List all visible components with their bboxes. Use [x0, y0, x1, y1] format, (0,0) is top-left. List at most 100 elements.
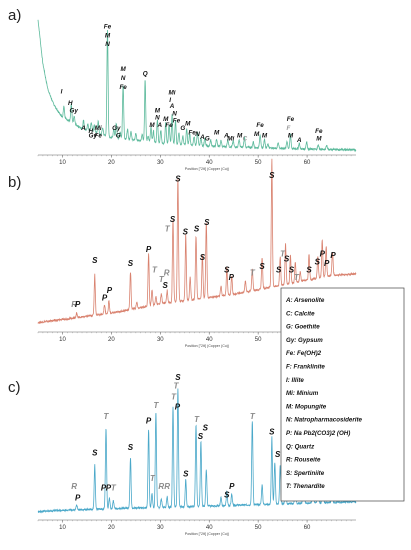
peak-label: S [269, 428, 275, 437]
peak-label: S [224, 265, 230, 274]
peak-label: Mi [227, 135, 234, 142]
peak-label: S [269, 171, 275, 180]
peak-label: N [155, 115, 160, 122]
peak-label: S [163, 281, 169, 290]
peak-label: T [150, 474, 156, 483]
peak-label: S [92, 256, 98, 265]
x-tick-label: 50 [255, 525, 262, 531]
x-tick-label: 20 [108, 337, 115, 343]
peak-label: P [320, 250, 326, 259]
peak-label: G [116, 132, 121, 139]
peak-label: T [294, 273, 300, 282]
legend-entry: Gy: Gypsum [286, 337, 323, 344]
peak-label: S [183, 470, 189, 479]
peak-label: S [128, 259, 134, 268]
x-tick-label: 20 [108, 160, 115, 166]
x-tick-label: 40 [206, 525, 213, 531]
peak-label: T [104, 412, 110, 421]
peak-label: N [172, 110, 177, 117]
peak-label: N [121, 75, 126, 82]
peak-label: R [71, 482, 77, 491]
peak-label: S [284, 254, 290, 263]
x-tick-label: 40 [206, 337, 213, 343]
x-tick-label: 40 [206, 160, 213, 166]
peak-label: S [306, 265, 312, 274]
peak-label: A [223, 132, 229, 139]
legend-entry: N: Natropharmacosiderite [286, 417, 363, 424]
peak-label: T [250, 268, 256, 277]
panel-letter: b) [8, 174, 21, 191]
peak-label: P [146, 416, 152, 425]
peak-label: Fe [165, 122, 173, 129]
x-tick-label: 10 [59, 337, 66, 343]
peak-label: A [199, 134, 205, 141]
peak-label: M [121, 66, 127, 73]
peak-label: I [169, 97, 171, 104]
legend: A: Arsenolite C: Calcite G: Goethite Gy: Gy… [280, 287, 405, 502]
peak-label: G [180, 125, 185, 132]
peak-label: S [92, 449, 98, 458]
peak-label: P [229, 273, 235, 282]
peak-label: R [164, 268, 170, 277]
panel-letter: c) [8, 379, 21, 396]
peak-label: A [169, 103, 175, 110]
peak-label: P [146, 245, 152, 254]
legend-entry: Mi: Minium [286, 390, 319, 397]
peak-label: M [185, 121, 191, 128]
peak-label: Mi [95, 125, 102, 132]
peak-label: T [280, 250, 286, 259]
peak-label: C [243, 135, 248, 142]
peak-label: N [195, 131, 200, 138]
peak-label: S [175, 174, 181, 183]
peak-label: T [111, 484, 117, 493]
peak-label: T [165, 225, 171, 234]
peak-label: M [163, 116, 169, 123]
legend-entry: Fe: Fe(OH)2 [286, 350, 322, 357]
peak-label: P [106, 484, 112, 493]
peak-label: S [194, 225, 200, 234]
peak-label: S [259, 262, 265, 271]
peak-label: S [128, 443, 134, 452]
x-tick-label: 50 [255, 160, 262, 166]
peak-label: R [158, 482, 164, 491]
legend-entry: C: Calcite [286, 310, 315, 317]
peak-label: R [71, 300, 77, 309]
legend-entry: R: Rouseite [286, 457, 321, 464]
peak-label: S [175, 373, 181, 382]
peak-label: P [107, 286, 113, 295]
legend-entry: I: Illite [286, 377, 304, 384]
peak-label: P [101, 484, 107, 493]
x-tick-label: 60 [304, 160, 311, 166]
peak-label: M [155, 107, 161, 114]
x-tick-label: 20 [108, 525, 115, 531]
xrd-panel-1: a) 10 20 30 40 50 60 Position [°2θ] (Copper (Cu… [8, 7, 357, 171]
peak-label: M [105, 32, 111, 39]
peak-label: F [287, 125, 291, 132]
peak-label: S [203, 423, 209, 432]
peak-label: T [171, 393, 177, 402]
peak-label: T [152, 265, 158, 274]
xrd-pattern-line [37, 158, 357, 325]
legend-box [280, 287, 405, 502]
legend-entry: F: Franklinite [286, 364, 325, 371]
x-tick-label: 30 [157, 525, 164, 531]
legend-entry: G: Goethite [286, 324, 320, 331]
peak-label: R [164, 482, 170, 491]
peak-label: P [229, 482, 235, 491]
peak-label: M [149, 122, 155, 129]
peak-label: G [205, 135, 210, 142]
peak-label: M [316, 135, 322, 142]
legend-entry: Q: Quartz [286, 443, 315, 450]
peak-label: S [200, 253, 206, 262]
peak-label: Gy [112, 125, 121, 132]
peak-label: N [105, 41, 110, 48]
x-axis-label: Position [°2θ] (Copper (Cu)) [185, 532, 229, 536]
peak-label: S [204, 218, 210, 227]
peak-label: Mi [169, 90, 176, 97]
x-tick-label: 30 [157, 337, 164, 343]
peak-label: A [80, 125, 86, 132]
peak-label: T [194, 415, 200, 424]
peak-label: S [183, 228, 189, 237]
peak-label: M [262, 132, 268, 139]
peak-label: P [324, 259, 330, 268]
